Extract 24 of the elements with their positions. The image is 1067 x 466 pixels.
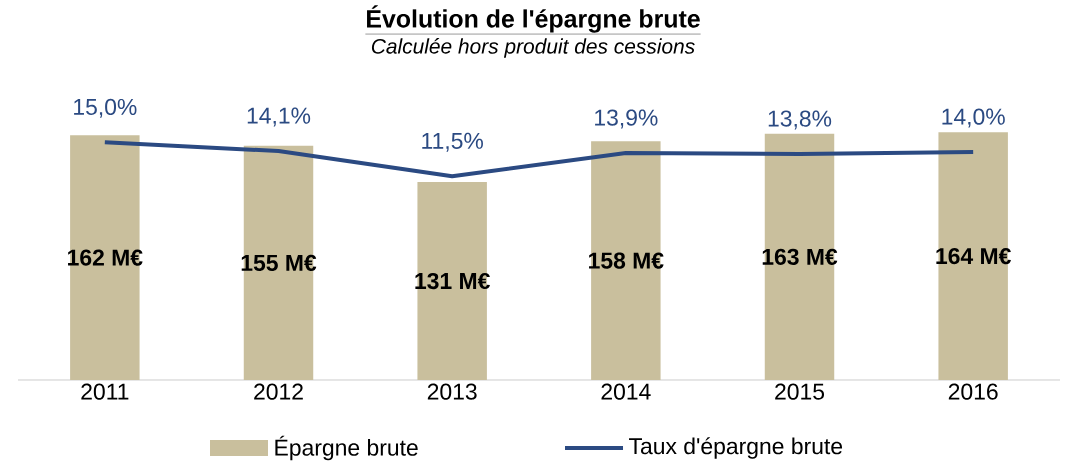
data-label: 14,0% [942,108,1005,128]
data-label: 163 M€ [762,248,838,265]
x-tick-label: 2015 [775,383,825,400]
x-tick-label: 2012 [254,383,303,400]
chart-title: Évolution de l'épargne brute [367,5,700,33]
legend-label: Épargne brute [275,435,418,461]
legend-label: Taux d'épargne brute [629,437,843,459]
bar [764,133,835,380]
data-label: 155 M€ [241,254,317,271]
data-label: 164 M€ [936,247,1011,265]
x-tick-label: 2011 [81,383,129,400]
data-label: 162 M€ [68,249,143,266]
data-label: 13,9% [595,109,658,129]
x-tick-label: 2013 [427,383,477,400]
data-label: 14,1% [247,107,311,127]
data-label: 13,8% [768,110,832,130]
chart-subtitle: Calculée hors produit des cessions [371,38,695,58]
data-label: 11,5% [422,132,483,152]
bar [243,145,314,380]
data-label: 15,0% [74,98,137,118]
x-tick-label: 2014 [601,383,651,400]
data-label: 158 M€ [589,252,664,269]
data-label: 131 M€ [415,272,490,290]
x-tick-label: 2016 [948,383,998,400]
